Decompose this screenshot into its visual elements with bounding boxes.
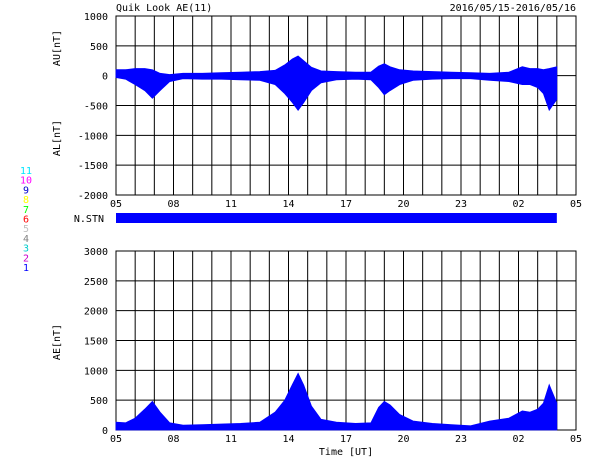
plot-frame: [115, 15, 577, 196]
x-tick-label: 17: [340, 199, 352, 210]
y-tick-label: 500: [90, 42, 108, 53]
n-stn-bar: [116, 213, 557, 223]
x-tick-label: 02: [512, 434, 524, 445]
y-tick-label: 1000: [84, 12, 108, 23]
legend-entry: 2: [23, 253, 29, 264]
x-tick-label: 14: [282, 199, 294, 210]
y-axis-label-ae: AE[nT]: [52, 324, 63, 360]
legend-entry: 3: [23, 244, 29, 255]
x-axis-label: Time [UT]: [319, 447, 373, 458]
legend-entry: 1: [23, 263, 29, 274]
y-tick-label: -1000: [78, 131, 108, 142]
legend-entry: 8: [23, 195, 29, 206]
x-tick-label: 23: [455, 434, 467, 445]
x-tick-label: 11: [225, 199, 237, 210]
x-tick-label: 02: [512, 199, 524, 210]
y-axis-label-al: AL[nT]: [52, 120, 63, 156]
chart-title: Quik Look AE(11): [116, 3, 212, 14]
au-series-area: [115, 55, 558, 77]
x-tick-label: 20: [397, 199, 409, 210]
x-tick-label: 17: [340, 434, 352, 445]
legend-entry: 5: [23, 224, 29, 235]
y-tick-label: 500: [90, 396, 108, 407]
y-tick-label: -500: [84, 102, 108, 113]
legend-entry: 6: [23, 215, 29, 226]
legend-entry: 10: [20, 176, 32, 187]
x-tick-label: 08: [167, 199, 179, 210]
station-count-panel: N.STN: [74, 213, 557, 225]
y-tick-label: 3000: [84, 247, 108, 258]
x-tick-label: 23: [455, 199, 467, 210]
y-tick-label: 1500: [84, 337, 108, 348]
x-tick-label: 05: [110, 199, 122, 210]
y-axis-label-au: AU[nT]: [52, 30, 63, 66]
x-tick-label: 14: [282, 434, 294, 445]
ae-series-area: [115, 372, 558, 431]
y-tick-label: 0: [102, 426, 108, 437]
y-tick-label: -1500: [78, 161, 108, 172]
x-tick-label: 05: [570, 434, 582, 445]
y-tick-label: 0: [102, 72, 108, 83]
y-tick-label: -2000: [78, 191, 108, 202]
x-tick-label: 08: [167, 434, 179, 445]
legend-entry: 9: [23, 185, 29, 196]
y-tick-label: 1000: [84, 366, 108, 377]
y-tick-label: 2500: [84, 277, 108, 288]
al-series-area: [115, 75, 558, 112]
x-tick-label: 05: [570, 199, 582, 210]
legend-entry: 11: [20, 166, 32, 177]
x-tick-label: 05: [110, 434, 122, 445]
legend-entry: 4: [23, 234, 29, 245]
x-tick-label: 11: [225, 434, 237, 445]
n-stn-label: N.STN: [74, 214, 104, 225]
date-range: 2016/05/15-2016/05/16: [450, 3, 576, 14]
x-tick-label: 20: [397, 434, 409, 445]
y-tick-label: 2000: [84, 307, 108, 318]
legend-entry: 7: [23, 205, 29, 216]
